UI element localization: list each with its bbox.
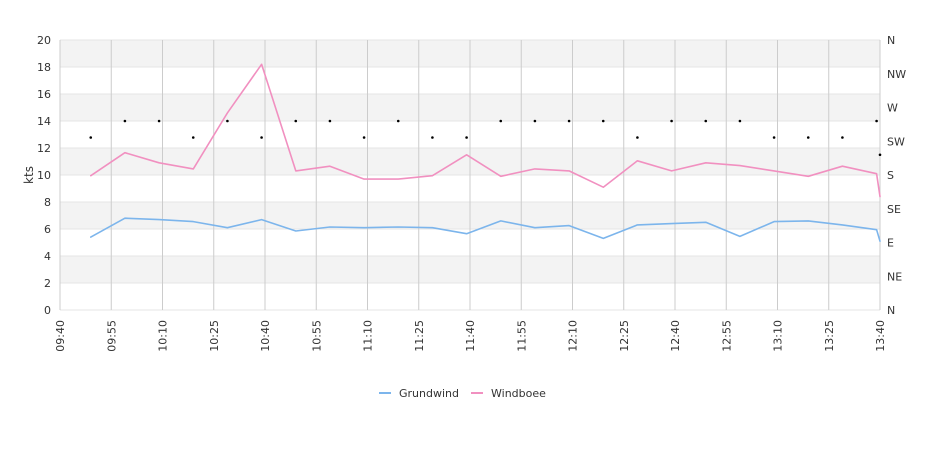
direction-point [841,136,844,139]
legend-item-grundwind[interactable]: Grundwind [399,387,459,400]
direction-point [294,119,298,123]
direction-point [191,136,195,139]
direction-tick-label: W [887,102,898,115]
direction-point [328,119,332,123]
y-tick-label: 0 [44,304,51,317]
direction-tick-label: SW [887,135,905,148]
legend: Grundwind Windboee [379,387,546,400]
x-tick-label: 11:25 [413,320,426,352]
x-tick-label: 13:40 [874,320,887,352]
y-tick-label: 20 [37,34,51,47]
y-tick-label: 6 [44,223,51,236]
x-tick-label: 11:55 [515,320,528,352]
direction-point [772,136,776,139]
x-axis: 09:40 09:55 10:10 10:25 10:40 10:55 11:10 11:25… [54,320,887,352]
direction-point [362,136,366,139]
direction-point [704,119,708,123]
grid-lines [59,39,881,311]
direction-tick-label: E [887,237,894,250]
y-tick-label: 2 [44,277,51,290]
direction-point [567,119,571,123]
direction-point [533,119,537,123]
direction-point [738,119,742,123]
x-tick-label: 10:25 [208,320,221,352]
direction-point [636,136,639,139]
x-tick-label: 09:40 [54,320,67,352]
y-axis: 0 2 4 6 8 10 12 14 16 18 20 [37,34,51,317]
y-tick-label: 16 [37,88,51,101]
direction-point [123,119,127,123]
direction-point [431,136,434,139]
y-tick-label: 14 [37,115,51,128]
direction-point [878,153,882,157]
x-tick-label: 12:25 [618,320,631,352]
series-lines [90,63,881,242]
direction-point [670,119,673,123]
direction-axis: N NE E SE S SW W NW N [887,34,906,317]
series-line-windboee [90,63,881,198]
direction-point [875,119,878,123]
direction-tick-label: SE [887,203,901,216]
direction-point [157,119,161,123]
x-tick-label: 12:55 [720,320,733,352]
x-tick-label: 10:55 [310,320,323,352]
x-tick-label: 12:10 [567,320,580,352]
direction-point [89,136,93,139]
x-tick-label: 13:25 [823,320,836,352]
direction-tick-label: NE [887,270,902,283]
direction-point [601,119,605,123]
direction-point [499,119,503,123]
direction-point [396,119,400,123]
direction-point [806,136,810,139]
x-tick-label: 11:40 [464,320,477,352]
direction-point [226,119,229,123]
y-tick-label: 10 [37,169,51,182]
direction-point [260,136,263,139]
x-tick-label: 10:10 [157,320,170,352]
direction-tick-label: N [887,34,895,47]
legend-item-windboee[interactable]: Windboee [491,387,546,400]
series-line-grundwind [90,217,881,242]
y-tick-label: 18 [37,61,51,74]
y-axis-title: kts [22,166,36,184]
x-tick-label: 11:10 [362,320,375,352]
y-tick-label: 4 [44,250,51,263]
x-tick-label: 10:40 [259,320,272,352]
x-tick-label: 09:55 [105,320,118,352]
direction-point [465,136,468,139]
x-tick-label: 12:40 [669,320,682,352]
y-tick-label: 12 [37,142,51,155]
direction-points [89,119,882,157]
direction-tick-label: S [887,169,894,182]
direction-tick-label: NW [887,68,906,81]
direction-tick-label: N [887,304,895,317]
x-tick-label: 13:10 [772,320,785,352]
y-tick-label: 8 [44,196,51,209]
